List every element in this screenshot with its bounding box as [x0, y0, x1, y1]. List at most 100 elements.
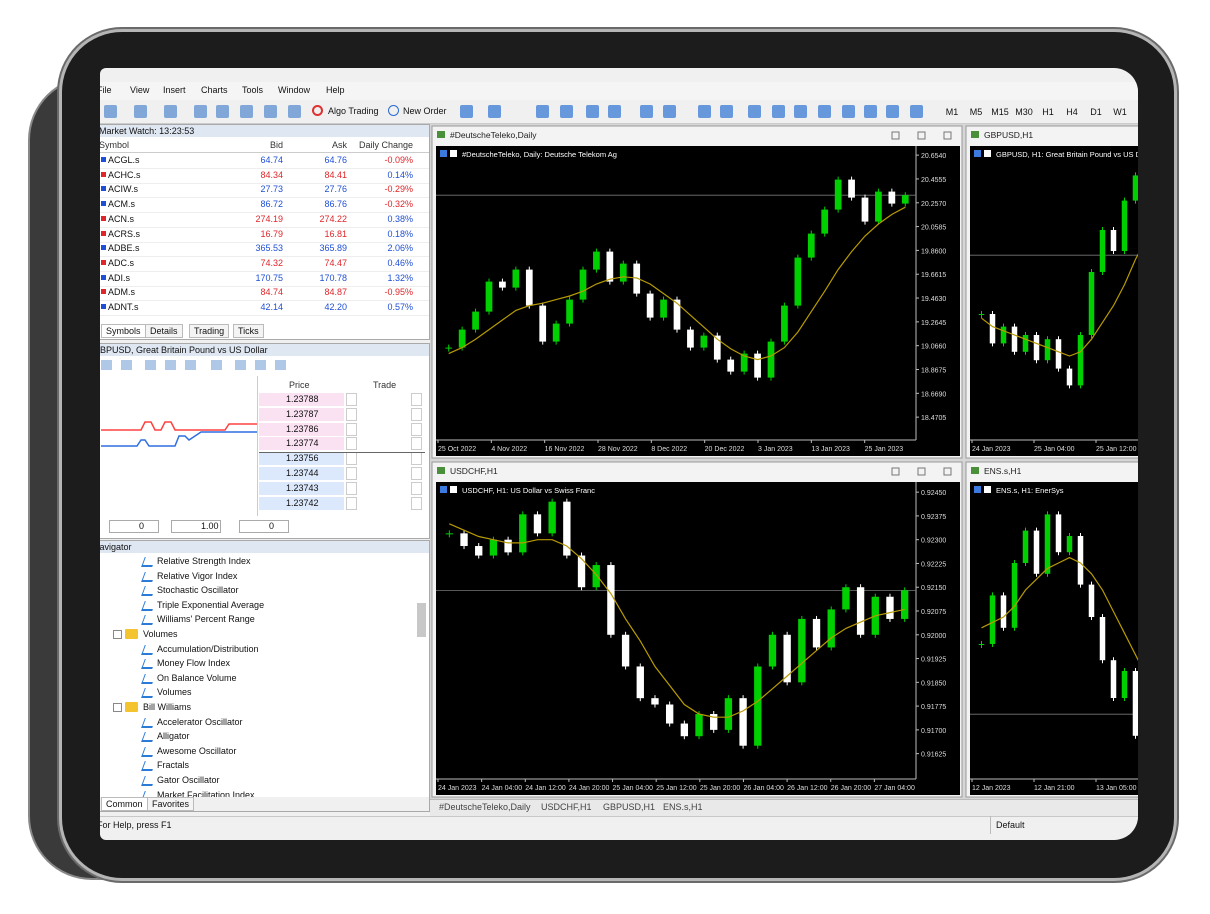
menu-item[interactable]: Tools	[242, 85, 264, 95]
trade-button[interactable]	[346, 422, 357, 436]
panel-tab[interactable]: Details	[145, 324, 183, 338]
timeframe-button[interactable]: H4	[1066, 107, 1078, 117]
trade-button[interactable]	[411, 496, 422, 510]
input-box[interactable]	[239, 520, 289, 533]
toolbar-icon[interactable]	[185, 360, 196, 370]
toolbar-icon[interactable]	[748, 105, 761, 118]
trade-button[interactable]	[411, 422, 422, 436]
chart-tab[interactable]: USDCHF,H1	[541, 802, 592, 812]
toolbar-icon[interactable]	[536, 105, 549, 118]
toolbar-icon[interactable]	[121, 360, 132, 370]
toolbar-icon[interactable]	[165, 360, 176, 370]
trade-button[interactable]	[346, 407, 357, 421]
tree-toggle[interactable]	[113, 630, 122, 639]
toolbar-icon[interactable]	[194, 105, 207, 118]
menu-item[interactable]: Window	[278, 85, 311, 95]
trade-button[interactable]	[411, 481, 422, 495]
toolbar-icon[interactable]	[240, 105, 253, 118]
indicator[interactable]: Triple Exponential Average	[157, 599, 265, 610]
indicator[interactable]: Relative Strength Index	[157, 556, 251, 566]
input-box[interactable]	[109, 520, 159, 533]
tree-toggle[interactable]	[113, 703, 122, 712]
chart-tab[interactable]: #DeutscheTeleko,Daily	[439, 802, 531, 812]
input-box[interactable]	[171, 520, 221, 533]
folder[interactable]: Bill Williams	[143, 702, 191, 712]
chart-tab[interactable]: GBPUSD,H1	[603, 802, 656, 812]
toolbar-icon[interactable]	[818, 105, 831, 118]
trade-button[interactable]	[346, 481, 357, 495]
toolbar-icon[interactable]	[910, 105, 923, 118]
toolbar-icon[interactable]	[211, 360, 222, 370]
trade-button[interactable]	[346, 452, 357, 466]
trade-button[interactable]	[411, 393, 422, 406]
panel-tab[interactable]: Ticks	[233, 324, 264, 338]
toolbar-icon[interactable]	[255, 360, 266, 370]
menu-item[interactable]: File	[100, 85, 112, 95]
toolbar-icon[interactable]	[460, 105, 473, 118]
toolbar-icon[interactable]	[698, 105, 711, 118]
timeframe-button[interactable]: D1	[1090, 107, 1102, 117]
indicator[interactable]: Money Flow Index	[157, 658, 231, 669]
panel-tab[interactable]: Trading	[189, 324, 230, 338]
timeframe-button[interactable]: M1	[945, 107, 959, 117]
toolbar-icon[interactable]	[560, 105, 573, 118]
indicator[interactable]: Volumes	[157, 687, 192, 698]
panel-tab[interactable]: Favorites	[147, 797, 195, 811]
toolbar-icon[interactable]	[235, 360, 246, 370]
indicator[interactable]: Awesome Oscillator	[157, 745, 237, 756]
toolbar-icon[interactable]	[275, 360, 286, 370]
chart-tab[interactable]: ENS.s,H1	[663, 802, 703, 812]
indicator[interactable]: On Balance Volume	[157, 672, 237, 683]
timeframe-button[interactable]: W1	[1113, 107, 1127, 117]
menu-item[interactable]: Help	[326, 85, 345, 95]
indicator[interactable]: Alligator	[157, 731, 190, 742]
toolbar-icon[interactable]	[608, 105, 621, 118]
menu-item[interactable]: View	[130, 85, 150, 95]
toolbar-button[interactable]: Algo Trading	[328, 106, 379, 116]
menu-item[interactable]: Insert	[163, 85, 186, 95]
toolbar-icon[interactable]	[216, 105, 229, 118]
trade-button[interactable]	[346, 437, 357, 451]
panel-tab[interactable]: Common	[101, 797, 148, 811]
folder[interactable]: Volumes	[143, 629, 178, 639]
trade-button[interactable]	[411, 467, 422, 480]
indicator[interactable]: Stochastic Oscillator	[157, 585, 239, 596]
toolbar-icon[interactable]	[864, 105, 877, 118]
toolbar-icon[interactable]	[145, 360, 156, 370]
indicator[interactable]: Relative Vigor Index	[157, 570, 238, 581]
toolbar-icon[interactable]	[772, 105, 785, 118]
indicator[interactable]: Market Facilitation Index	[157, 789, 255, 800]
toolbar-button[interactable]: New Order	[403, 106, 447, 116]
toolbar-icon[interactable]	[134, 105, 147, 118]
panel-tab[interactable]: Symbols	[101, 324, 146, 338]
indicator[interactable]: Williams' Percent Range	[157, 614, 255, 625]
toolbar-icon[interactable]	[886, 105, 899, 118]
trade-button[interactable]	[411, 407, 422, 421]
indicator[interactable]: Gator Oscillator	[157, 775, 220, 785]
toolbar-icon[interactable]	[794, 105, 807, 118]
trade-button[interactable]	[346, 496, 357, 510]
toolbar-icon[interactable]	[488, 105, 501, 118]
menu-item[interactable]: Charts	[201, 85, 228, 95]
toolbar-icon[interactable]	[104, 105, 117, 118]
indicator[interactable]: Accelerator Oscillator	[157, 716, 243, 727]
toolbar-icon[interactable]	[663, 105, 676, 118]
toolbar-icon[interactable]	[720, 105, 733, 118]
toolbar-icon[interactable]	[164, 105, 177, 118]
timeframe-button[interactable]: M15	[991, 107, 1009, 117]
toolbar-icon[interactable]	[842, 105, 855, 118]
toolbar-icon[interactable]	[264, 105, 277, 118]
trade-button[interactable]	[346, 467, 357, 480]
timeframe-button[interactable]: M5	[969, 107, 983, 117]
trade-button[interactable]	[411, 452, 422, 466]
timeframe-button[interactable]: H1	[1042, 107, 1054, 117]
trade-button[interactable]	[346, 393, 357, 406]
toolbar-icon[interactable]	[586, 105, 599, 118]
indicator[interactable]: Fractals	[157, 760, 190, 771]
toolbar-icon[interactable]	[101, 360, 112, 370]
indicator[interactable]: Accumulation/Distribution	[157, 643, 259, 654]
timeframe-button[interactable]: M30	[1015, 107, 1033, 117]
toolbar-icon[interactable]	[288, 105, 301, 118]
trade-button[interactable]	[411, 437, 422, 451]
toolbar-icon[interactable]	[640, 105, 653, 118]
